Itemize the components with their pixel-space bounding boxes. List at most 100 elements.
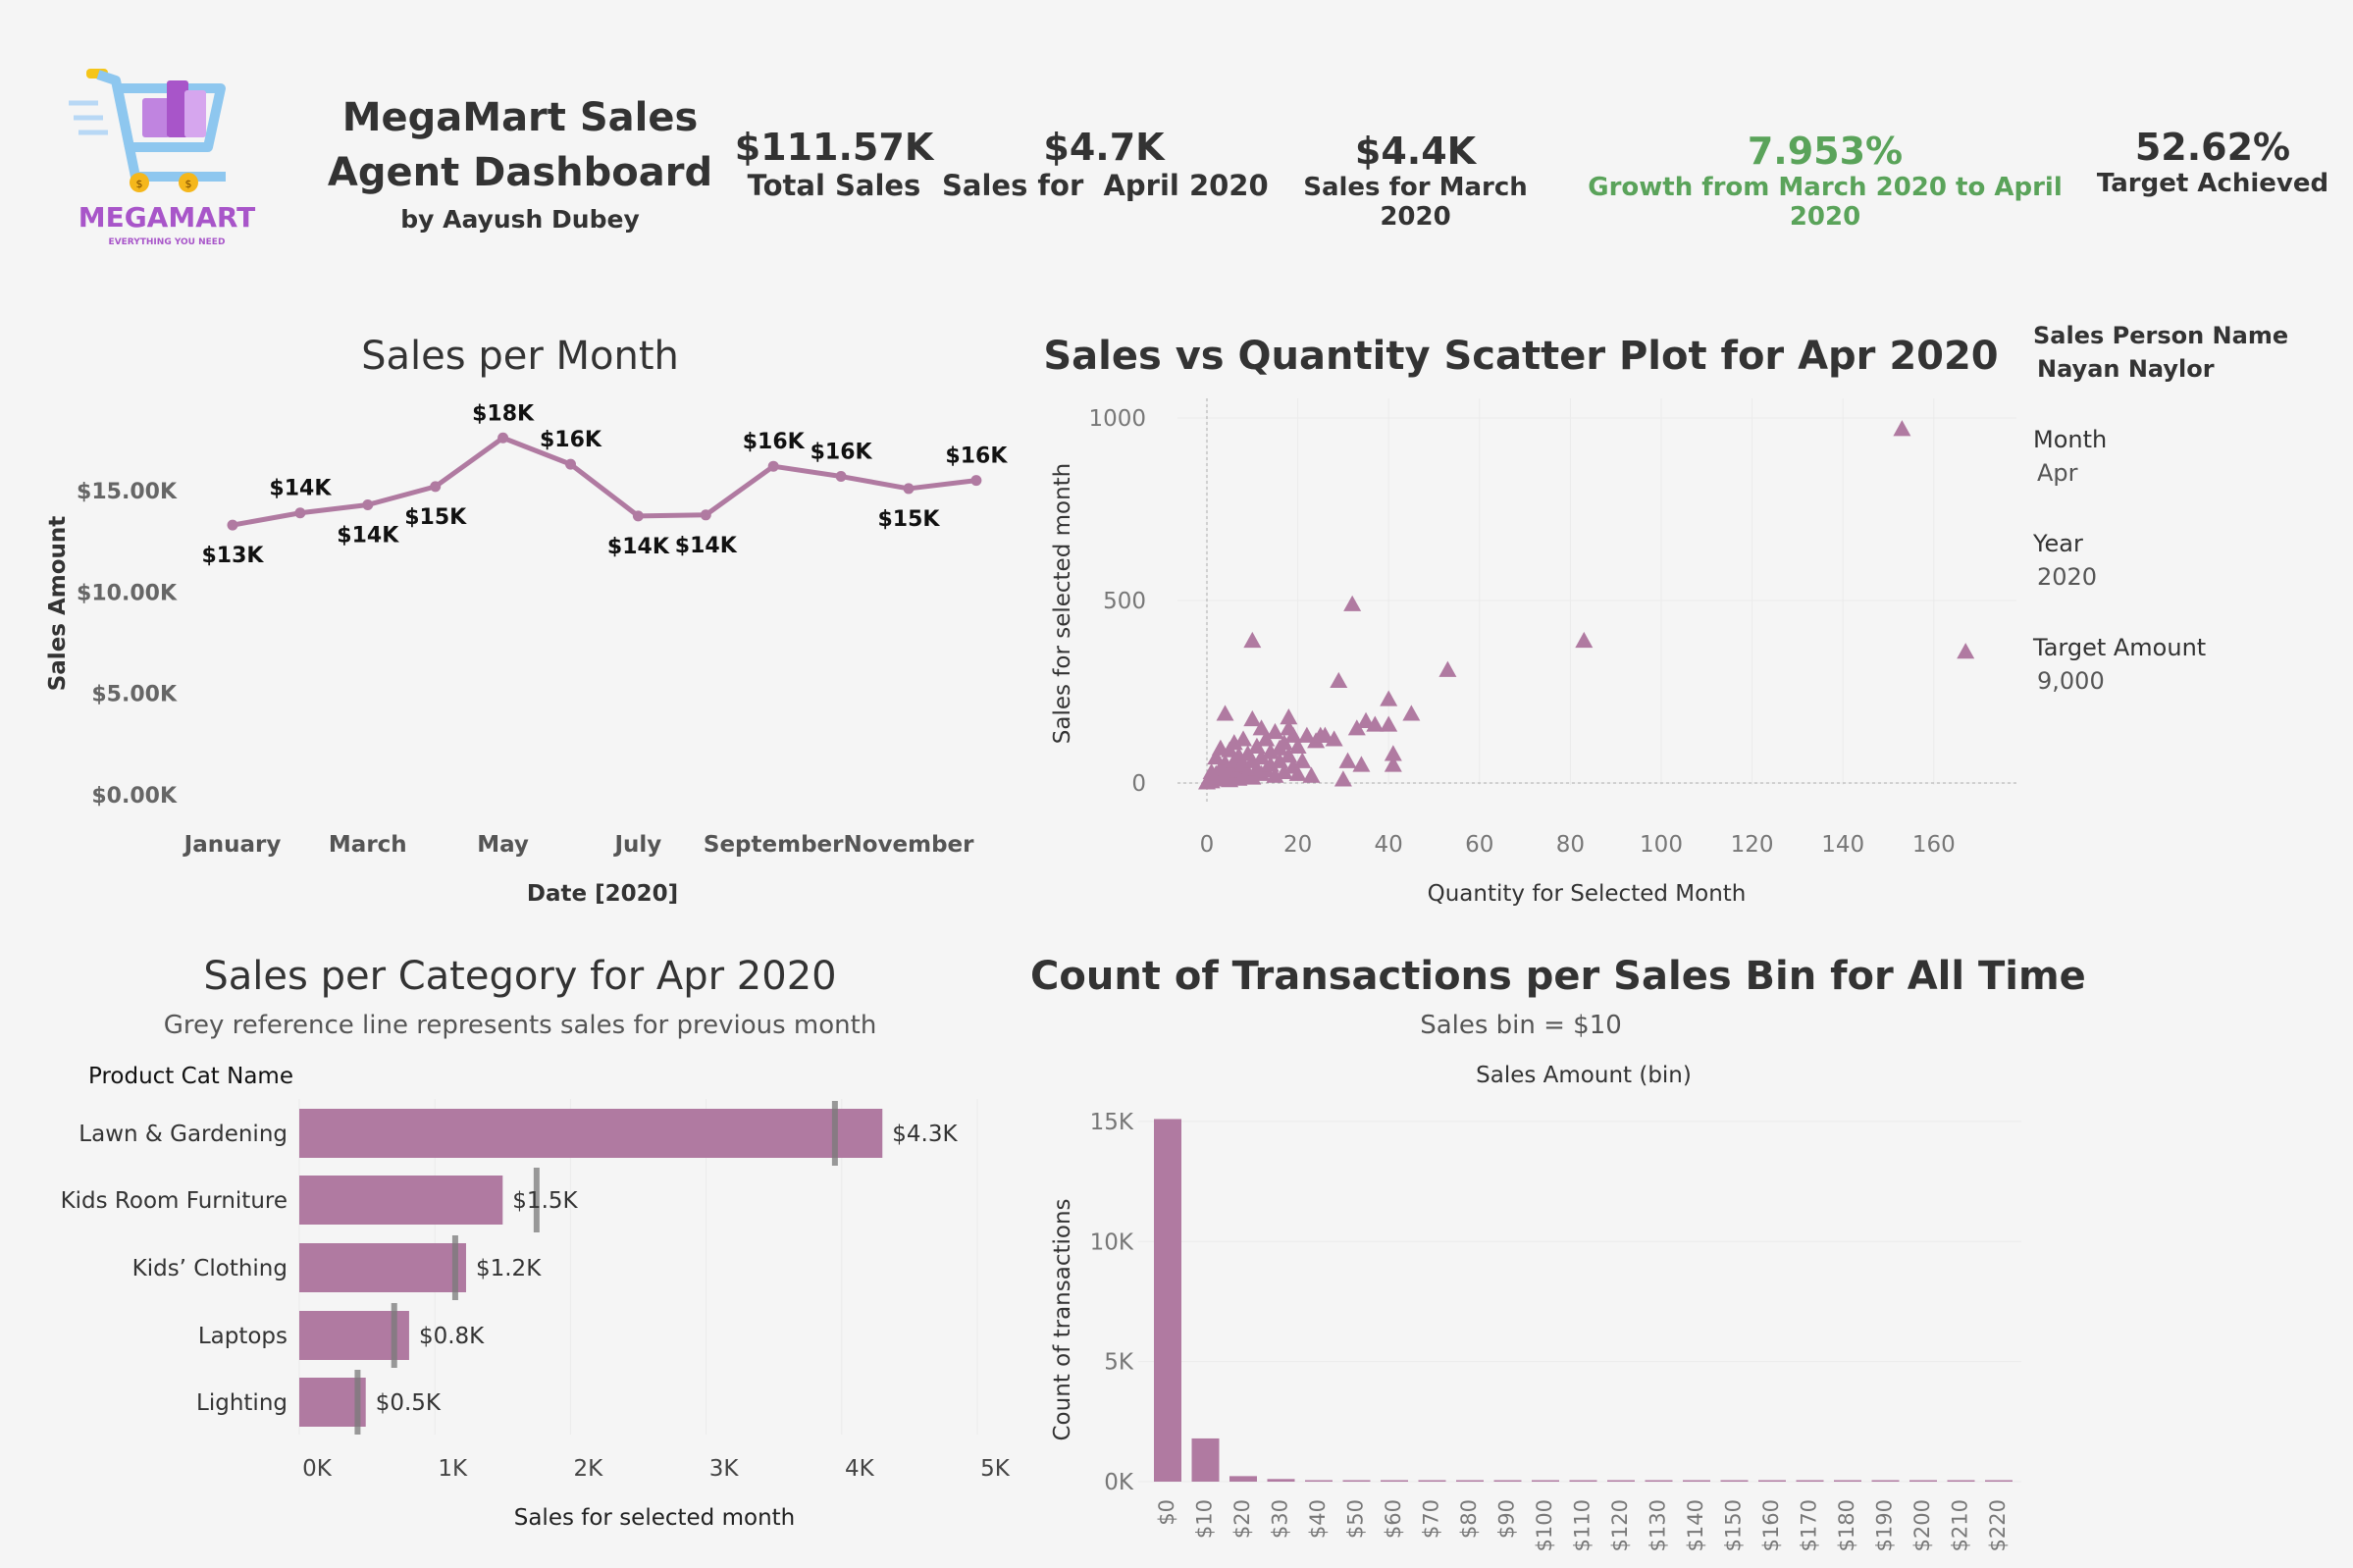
data-label: $16K xyxy=(945,444,1008,469)
x-tick-label: $30 xyxy=(1269,1499,1292,1539)
kpi-label: Growth from March 2020 to April 2020 xyxy=(1588,173,2063,232)
x-tick-label: 80 xyxy=(1556,832,1585,858)
scatter-point xyxy=(1257,730,1276,747)
data-label: $4.3K xyxy=(892,1122,958,1147)
scatter-point xyxy=(1202,762,1221,780)
histogram-bar xyxy=(1985,1480,2013,1482)
svg-text:$: $ xyxy=(136,178,143,190)
histogram-bar xyxy=(1796,1480,1824,1482)
x-tick-label: November xyxy=(843,832,974,858)
x-tick-label: $220 xyxy=(1986,1499,2010,1551)
scatter-point xyxy=(1380,715,1398,732)
x-tick-label: $70 xyxy=(1420,1499,1443,1539)
x-tick-label: January xyxy=(183,832,282,858)
title-line-2: Agent Dashboard xyxy=(327,150,713,195)
scatter-point xyxy=(1438,660,1457,677)
histogram-bar xyxy=(1569,1480,1597,1482)
x-axis-label: Quantity for Selected Month xyxy=(1428,881,1747,907)
x-tick-label: 0K xyxy=(302,1456,333,1482)
line-point xyxy=(565,458,576,470)
data-label: $13K xyxy=(202,544,265,568)
data-label: $1.5K xyxy=(512,1188,578,1214)
y-tick-label: 10K xyxy=(1090,1229,1134,1255)
x-tick-label: $10 xyxy=(1193,1499,1217,1539)
scatter-point xyxy=(1234,730,1253,747)
scatter-point xyxy=(1302,766,1321,783)
x-tick-label: 0 xyxy=(1200,832,1215,858)
x-tick-label: $160 xyxy=(1759,1499,1783,1551)
sales-per-category-chart: Product Cat Name 0K 1K 2K 3K 4K 5K Sales for se… xyxy=(61,1064,1011,1531)
y-axis-label: Count of transactions xyxy=(1050,1198,1075,1440)
y-tick-label: 15K xyxy=(1090,1110,1134,1135)
sales-vs-quantity-chart: 0 20 40 60 80 100 120 140 160 0 500 1000 Sales for s… xyxy=(1050,398,2016,907)
x-tick-label: $200 xyxy=(1910,1499,1934,1551)
title-line-1: MegaMart Sales xyxy=(341,95,699,140)
data-label: $0.8K xyxy=(419,1324,485,1349)
histogram-bar xyxy=(1381,1480,1408,1482)
scatter-point xyxy=(1275,734,1293,751)
category-label: Kids Room Furniture xyxy=(61,1188,288,1214)
x-tick-label: $150 xyxy=(1722,1499,1746,1551)
scatter-point xyxy=(1330,671,1348,689)
data-label: $14K xyxy=(269,477,332,501)
scatter-point xyxy=(1893,420,1911,437)
sales-line xyxy=(232,435,977,528)
target-amount-value[interactable]: 9,000 xyxy=(2037,667,2105,695)
histogram-bar xyxy=(1871,1480,1900,1482)
scatter-point xyxy=(1243,709,1262,727)
x-tick-label: $90 xyxy=(1495,1499,1519,1539)
category-label: Lawn & Gardening xyxy=(78,1122,288,1147)
x-tick-label: $180 xyxy=(1835,1499,1858,1551)
scatter-point xyxy=(1402,705,1421,721)
scatter-point xyxy=(1338,752,1357,768)
data-label: $14K xyxy=(675,534,738,558)
chart-title-sales-per-month: Sales per Month xyxy=(361,334,679,379)
line-point xyxy=(430,481,442,493)
line-point xyxy=(903,483,915,495)
scatter-point xyxy=(1343,595,1362,611)
chart-title-category: Sales per Category for Apr 2020 xyxy=(203,954,837,999)
kpi-value: $4.7K xyxy=(1043,126,1165,169)
kpi-label: Total Sales xyxy=(747,169,921,202)
x-tick-label: $110 xyxy=(1571,1499,1595,1551)
scatter-point xyxy=(1325,730,1343,747)
histogram-bar xyxy=(1342,1480,1371,1482)
data-label: $15K xyxy=(878,507,941,532)
data-label: $16K xyxy=(540,428,602,452)
histogram-bar xyxy=(1645,1480,1673,1482)
histogram-bar xyxy=(1456,1480,1484,1482)
x-tick-label: $80 xyxy=(1457,1499,1481,1539)
author-credit: by Aayush Dubey xyxy=(400,205,640,234)
month-value[interactable]: Apr xyxy=(2037,459,2078,487)
scatter-point xyxy=(1297,726,1316,743)
y-tick-label: $15.00K xyxy=(77,480,178,504)
scatter-point xyxy=(1216,705,1234,721)
kpi-target-achieved: 52.62% Target Achieved xyxy=(2090,126,2335,198)
x-tick-label: 120 xyxy=(1731,832,1774,858)
chart-subtitle-transactions: Sales bin = $10 xyxy=(1420,1011,1622,1040)
sales-person-value[interactable]: Nayan Naylor xyxy=(2037,355,2215,383)
data-label: $18K xyxy=(472,401,535,426)
x-tick-label: $50 xyxy=(1344,1499,1368,1539)
megamart-logo: $ $ MEGAMART EVERYTHING YOU NEED xyxy=(69,59,265,255)
kpi-label: Sales for April 2020 xyxy=(942,169,1269,202)
x-tick-label: $140 xyxy=(1684,1499,1707,1551)
y-tick-label: 5K xyxy=(1104,1350,1134,1376)
x-tick-label: $0 xyxy=(1155,1499,1178,1526)
x-axis-label: Date [2020] xyxy=(527,881,678,907)
scatter-point xyxy=(1293,752,1312,768)
scatter-point xyxy=(1288,764,1307,781)
scatter-point xyxy=(1575,631,1594,649)
y-axis-label: Sales Amount xyxy=(45,516,71,692)
kpi-value: 52.62% xyxy=(2134,126,2291,169)
y-tick-label: 1000 xyxy=(1088,406,1146,432)
data-label: $14K xyxy=(607,535,670,559)
category-bar xyxy=(299,1176,503,1225)
year-value[interactable]: 2020 xyxy=(2037,563,2098,591)
histogram-bar xyxy=(1683,1480,1710,1482)
x-axis-label: Sales for selected month xyxy=(514,1505,796,1531)
y-tick-label: 0 xyxy=(1131,771,1146,797)
histogram-bar xyxy=(1267,1479,1295,1482)
y-tick-label: $0.00K xyxy=(91,784,178,809)
month-label: Month xyxy=(2033,426,2108,453)
